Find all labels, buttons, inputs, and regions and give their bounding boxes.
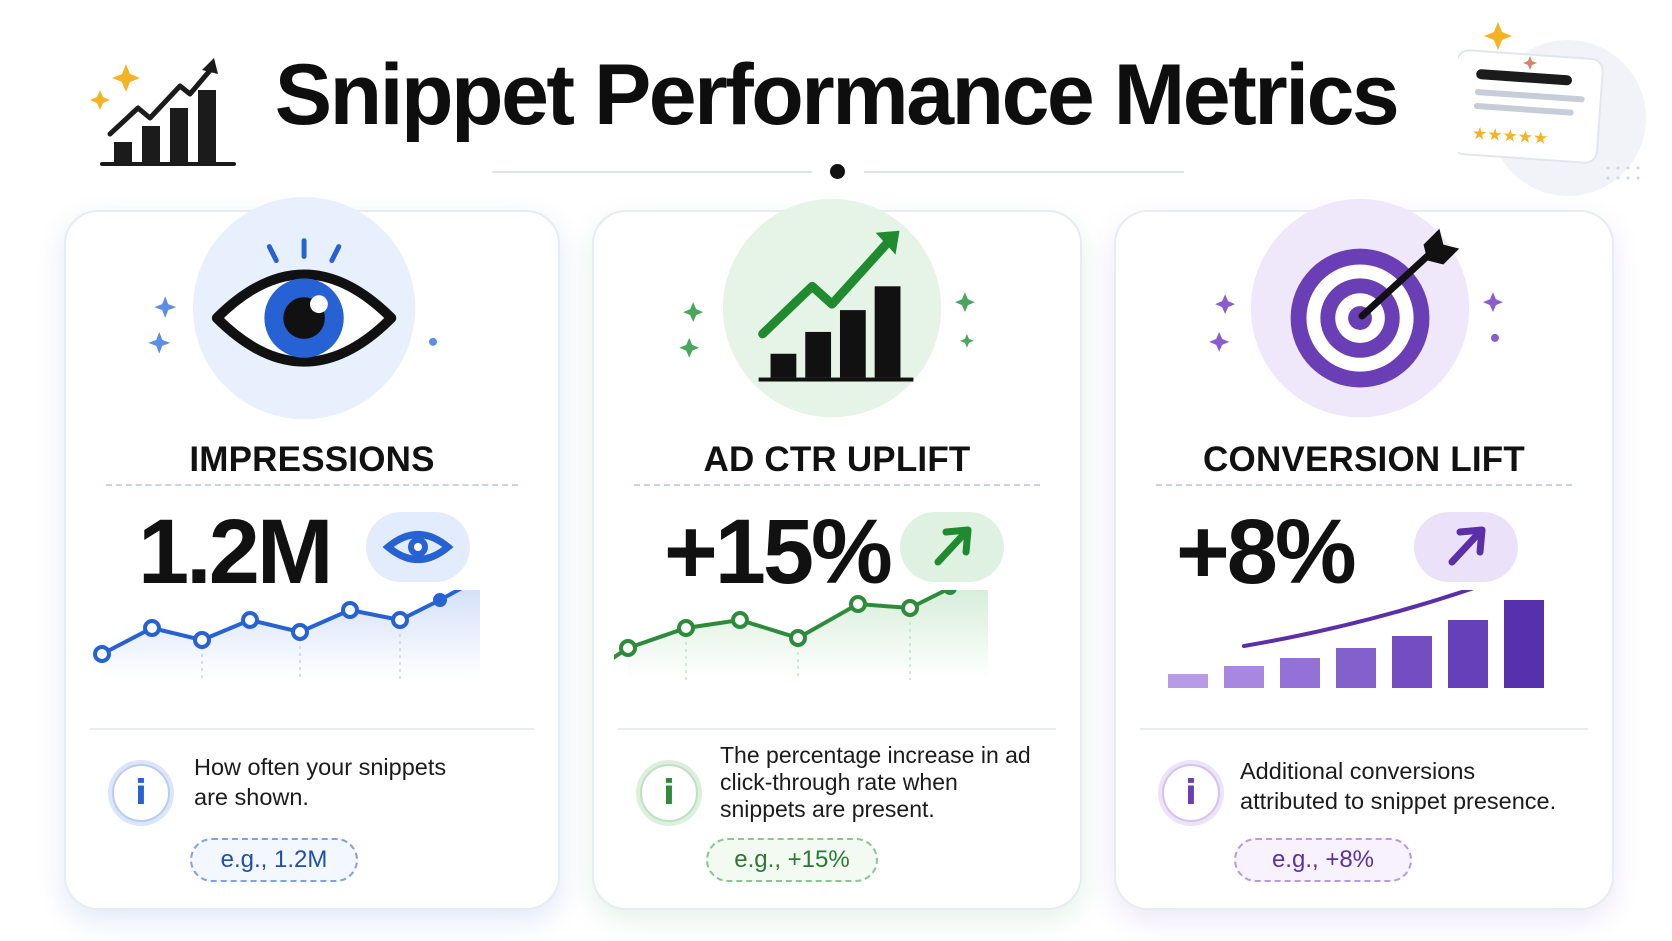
- example-tag: e.g., +8%: [1234, 838, 1412, 882]
- title-divider-dot: [830, 164, 845, 179]
- title-underline: [106, 484, 518, 486]
- card-divider: [90, 728, 534, 730]
- ctr-trend-line: [614, 590, 988, 680]
- metric-title: IMPRESSIONS: [189, 440, 435, 479]
- target-with-arrow-icon: [1209, 199, 1503, 418]
- info-icon: i: [108, 760, 174, 826]
- arrow-up-badge: [1414, 512, 1518, 582]
- metric-description: Additional conversions attributed to sni…: [1240, 756, 1556, 816]
- conversion-card: CONVERSION LIFT +8% i Additional convers…: [1114, 199, 1614, 910]
- snippet-card-icon: ★★★★★: [1458, 22, 1646, 196]
- example-tag: e.g., 1.2M: [190, 838, 358, 882]
- conversion-bar-chart: [1168, 590, 1544, 688]
- impressions-card: IMPRESSIONS 1.2M: [64, 197, 560, 910]
- title-divider-left: [492, 171, 812, 173]
- card-divider: [618, 728, 1056, 730]
- description-line: The percentage increase in ad: [720, 742, 1031, 768]
- eye-badge: [366, 512, 470, 582]
- metric-value: +8%: [1176, 501, 1357, 603]
- description-line: are shown.: [194, 784, 309, 810]
- rising-chart-icon: [90, 58, 236, 166]
- title-underline: [634, 484, 1040, 486]
- title-divider-right: [864, 171, 1184, 173]
- eye-icon: [148, 197, 437, 420]
- metric-description: How often your snippets are shown.: [194, 752, 446, 812]
- bar-chart-trend-up-icon: [679, 199, 975, 418]
- arrow-up-badge: [900, 512, 1004, 582]
- info-icon: i: [1158, 760, 1224, 826]
- metric-description: The percentage increase in ad click-thro…: [720, 742, 1031, 823]
- impressions-trend-line: [93, 590, 480, 680]
- card-divider: [1140, 728, 1588, 730]
- info-icon: i: [636, 760, 702, 826]
- description-line: How often your snippets: [194, 754, 447, 780]
- description-line: snippets are present.: [720, 796, 935, 822]
- metric-title: CONVERSION LIFT: [1203, 440, 1525, 479]
- description-line: attributed to snippet presence.: [1240, 788, 1557, 814]
- description-line: click-through rate when: [720, 769, 958, 795]
- description-line: Additional conversions: [1240, 758, 1476, 784]
- arrow-up-right-icon: [934, 526, 972, 566]
- metric-title: AD CTR UPLIFT: [703, 440, 971, 479]
- metric-value: +15%: [664, 501, 893, 603]
- eye-icon: [382, 531, 454, 563]
- arrow-up-right-icon: [1448, 526, 1486, 566]
- example-tag: e.g., +15%: [706, 838, 878, 882]
- page-title: Snippet Performance Metrics: [274, 47, 1400, 143]
- title-underline: [1156, 484, 1572, 486]
- ctr-card: AD CTR UPLIFT +15%: [592, 199, 1082, 910]
- metric-value: 1.2M: [138, 501, 334, 603]
